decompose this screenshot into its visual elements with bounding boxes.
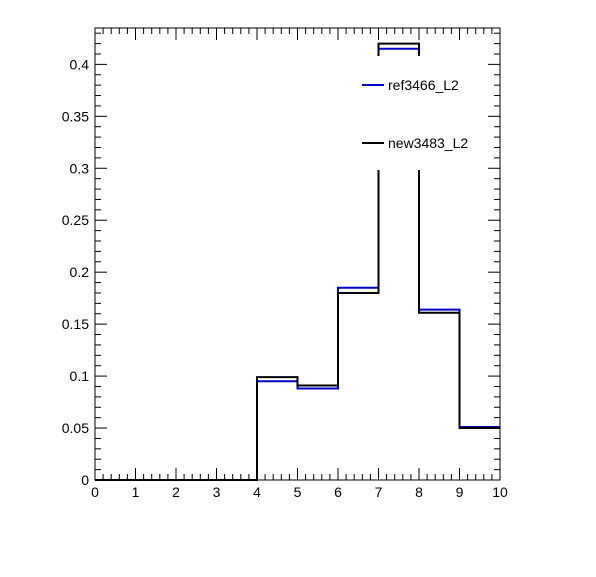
x-tick-label: 10 (492, 484, 508, 500)
y-tick-label: 0.35 (62, 108, 89, 124)
legend-label: ref3466_L2 (388, 77, 459, 93)
legend-box (356, 56, 458, 170)
x-tick-label: 4 (253, 484, 261, 500)
y-tick-labels: 0 0.05 0.1 0.15 0.2 0.25 0.3 0.35 0.4 (62, 56, 89, 488)
y-tick-label: 0 (81, 472, 89, 488)
x-tick-label: 1 (132, 484, 140, 500)
legend: ref3466_L2 new3483_L2 (356, 56, 468, 170)
y-tick-label: 0.25 (62, 212, 89, 228)
x-tick-label: 6 (334, 484, 342, 500)
x-tick-label: 2 (172, 484, 180, 500)
x-tick-labels: 0 1 2 3 4 5 6 7 8 9 10 (91, 484, 508, 500)
series-lines (95, 42, 500, 481)
y-tick-label: 0.4 (70, 56, 90, 72)
y-tick-label: 0.15 (62, 316, 89, 332)
x-tick-label: 7 (375, 484, 383, 500)
x-tick-label: 9 (456, 484, 464, 500)
y-tick-label: 0.1 (70, 368, 90, 384)
y-tick-label: 0.2 (70, 264, 90, 280)
y-tick-label: 0.3 (70, 160, 90, 176)
x-tick-label: 0 (91, 484, 99, 500)
x-tick-label: 5 (294, 484, 302, 500)
y-tick-label: 0.05 (62, 420, 89, 436)
series-line-new3483_L2 (95, 42, 500, 481)
x-tick-label: 8 (415, 484, 423, 500)
axis-ticks (94, 28, 501, 481)
x-tick-label: 3 (213, 484, 221, 500)
legend-label: new3483_L2 (388, 135, 468, 151)
